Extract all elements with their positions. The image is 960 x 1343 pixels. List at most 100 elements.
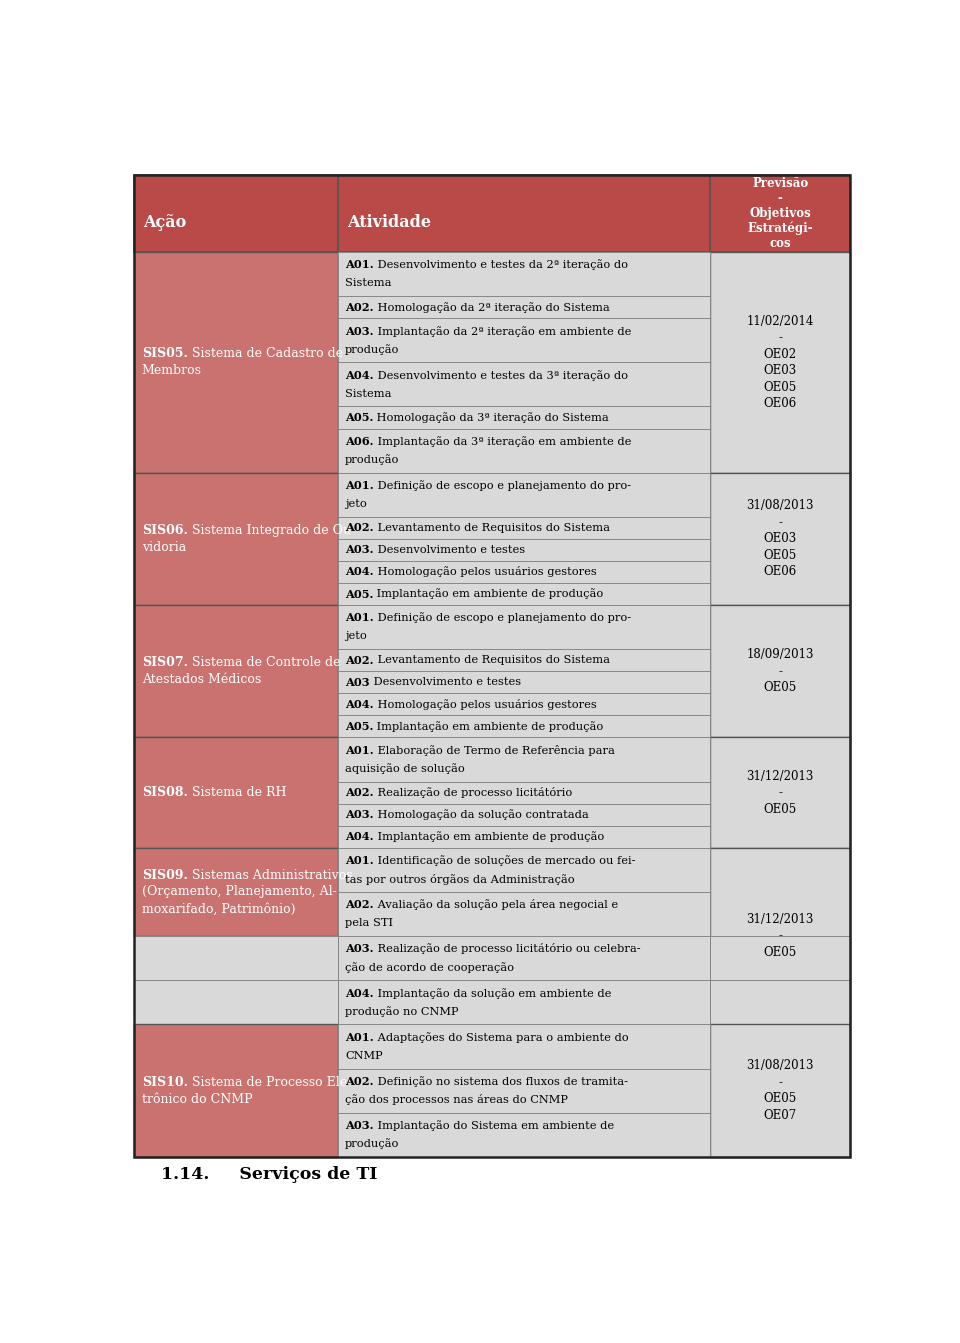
Text: A03.: A03. (345, 325, 373, 337)
Text: 31/12/2013
-
OE05: 31/12/2013 - OE05 (747, 913, 814, 959)
Text: A02.: A02. (345, 302, 373, 313)
Bar (134, 847, 338, 936)
Bar (710, 175, 850, 252)
Text: A01.: A01. (345, 259, 373, 270)
Text: produção: produção (345, 454, 399, 465)
Text: 31/08/2013
-
OE03
OE05
OE06: 31/08/2013 - OE03 OE05 OE06 (747, 500, 814, 579)
Bar (338, 803, 710, 826)
Text: CNMP: CNMP (345, 1050, 383, 1061)
Bar (338, 980, 710, 1025)
Bar (338, 606, 710, 649)
Text: 11/02/2014
-
OE02
OE03
OE05
OE06: 11/02/2014 - OE02 OE03 OE05 OE06 (747, 314, 814, 410)
Text: A04.: A04. (345, 698, 373, 710)
Bar (338, 936, 710, 980)
Bar (710, 737, 850, 847)
Text: Implantação em ambiente de produção: Implantação em ambiente de produção (373, 721, 604, 732)
Text: Atividade: Atividade (348, 215, 431, 231)
Text: SIS07.: SIS07. (142, 657, 188, 669)
Bar (710, 606, 850, 737)
Text: produção: produção (345, 344, 399, 355)
Text: A03.: A03. (345, 544, 373, 556)
Bar (710, 252, 850, 473)
Bar (134, 1025, 338, 1156)
Text: Desenvolvimento e testes: Desenvolvimento e testes (370, 677, 520, 688)
Text: Previsão
-
Objetivos
Estratégi-
cos: Previsão - Objetivos Estratégi- cos (748, 177, 813, 250)
Bar (338, 517, 710, 539)
Text: Avaliação da solução pela área negocial e: Avaliação da solução pela área negocial … (373, 900, 617, 911)
Text: 31/12/2013
-
OE05: 31/12/2013 - OE05 (747, 770, 814, 815)
Bar (710, 936, 850, 980)
Bar (338, 672, 710, 693)
Text: A05.: A05. (345, 588, 373, 599)
Text: Definição no sistema dos fluxos de tramita-: Definição no sistema dos fluxos de trami… (373, 1076, 628, 1086)
Bar (338, 583, 710, 606)
Text: A02.: A02. (345, 1076, 373, 1086)
Text: A03.: A03. (345, 810, 373, 821)
Text: Homologação pelos usuários gestores: Homologação pelos usuários gestores (373, 698, 596, 710)
Text: A04.: A04. (345, 567, 373, 577)
Text: jeto: jeto (345, 500, 367, 509)
Text: A02.: A02. (345, 522, 373, 533)
Text: 18/09/2013
-
OE05: 18/09/2013 - OE05 (747, 649, 814, 694)
Text: aquisição de solução: aquisição de solução (345, 763, 465, 774)
Text: Elaboração de Termo de Referência para: Elaboração de Termo de Referência para (373, 745, 614, 756)
Bar (710, 980, 850, 1025)
Text: A03.: A03. (345, 1120, 373, 1131)
Text: A02.: A02. (345, 655, 373, 666)
Text: produção: produção (345, 1139, 399, 1150)
Text: A06.: A06. (345, 436, 373, 447)
Bar (338, 318, 710, 363)
Bar (338, 363, 710, 407)
Text: jeto: jeto (345, 631, 367, 642)
Text: trônico do CNMP: trônico do CNMP (142, 1093, 252, 1105)
Text: produção no CNMP: produção no CNMP (345, 1006, 459, 1017)
Bar (710, 1025, 850, 1156)
Text: Homologação da 2ª iteração do Sistema: Homologação da 2ª iteração do Sistema (373, 302, 610, 313)
Bar (338, 428, 710, 473)
Text: Realização de processo licitátório ou celebra-: Realização de processo licitátório ou ce… (373, 944, 640, 955)
Bar (338, 782, 710, 803)
Text: Implantação da 2ª iteração em ambiente de: Implantação da 2ª iteração em ambiente d… (373, 325, 631, 337)
Text: tas por outros órgãos da Administração: tas por outros órgãos da Administração (345, 873, 575, 885)
Text: Sistemas Administrativos: Sistemas Administrativos (187, 869, 352, 881)
Text: ção de acordo de cooperação: ção de acordo de cooperação (345, 962, 514, 972)
Bar (338, 716, 710, 737)
Text: Homologação pelos usuários gestores: Homologação pelos usuários gestores (373, 567, 596, 577)
Text: Desenvolvimento e testes: Desenvolvimento e testes (373, 545, 524, 555)
Text: Definição de escopo e planejamento do pro-: Definição de escopo e planejamento do pr… (373, 612, 631, 623)
Text: Sistema: Sistema (345, 388, 392, 399)
Text: Membros: Membros (142, 364, 202, 377)
Text: Desenvolvimento e testes da 2ª iteração do: Desenvolvimento e testes da 2ª iteração … (373, 259, 628, 270)
Text: SIS06.: SIS06. (142, 524, 187, 537)
Bar (338, 693, 710, 716)
Text: Sistema: Sistema (345, 278, 392, 289)
Text: SIS10.: SIS10. (142, 1076, 188, 1089)
Bar (338, 252, 710, 297)
Text: A03.: A03. (345, 944, 373, 955)
Bar (338, 561, 710, 583)
Bar (338, 297, 710, 318)
Bar (134, 473, 338, 606)
Bar (338, 539, 710, 561)
Bar (338, 1069, 710, 1112)
Bar (710, 847, 850, 1025)
Bar (134, 175, 338, 252)
Bar (338, 649, 710, 672)
Bar (338, 737, 710, 782)
Text: Desenvolvimento e testes da 3ª iteração do: Desenvolvimento e testes da 3ª iteração … (373, 369, 628, 380)
Text: vidoria: vidoria (142, 541, 186, 553)
Text: A03: A03 (345, 677, 370, 688)
Bar (338, 407, 710, 428)
Bar (338, 892, 710, 936)
Text: Implantação da solução em ambiente de: Implantação da solução em ambiente de (373, 987, 611, 999)
Text: A01.: A01. (345, 612, 373, 623)
Bar (338, 1025, 710, 1069)
Text: SIS08.: SIS08. (142, 786, 187, 799)
Text: 1.14.     Serviços de TI: 1.14. Serviços de TI (161, 1166, 377, 1183)
Text: A04.: A04. (345, 369, 373, 380)
Text: A05.: A05. (345, 721, 373, 732)
Text: A01.: A01. (345, 479, 373, 492)
Text: Homologação da solução contratada: Homologação da solução contratada (373, 810, 588, 821)
Bar (338, 473, 710, 517)
Text: A01.: A01. (345, 745, 373, 756)
